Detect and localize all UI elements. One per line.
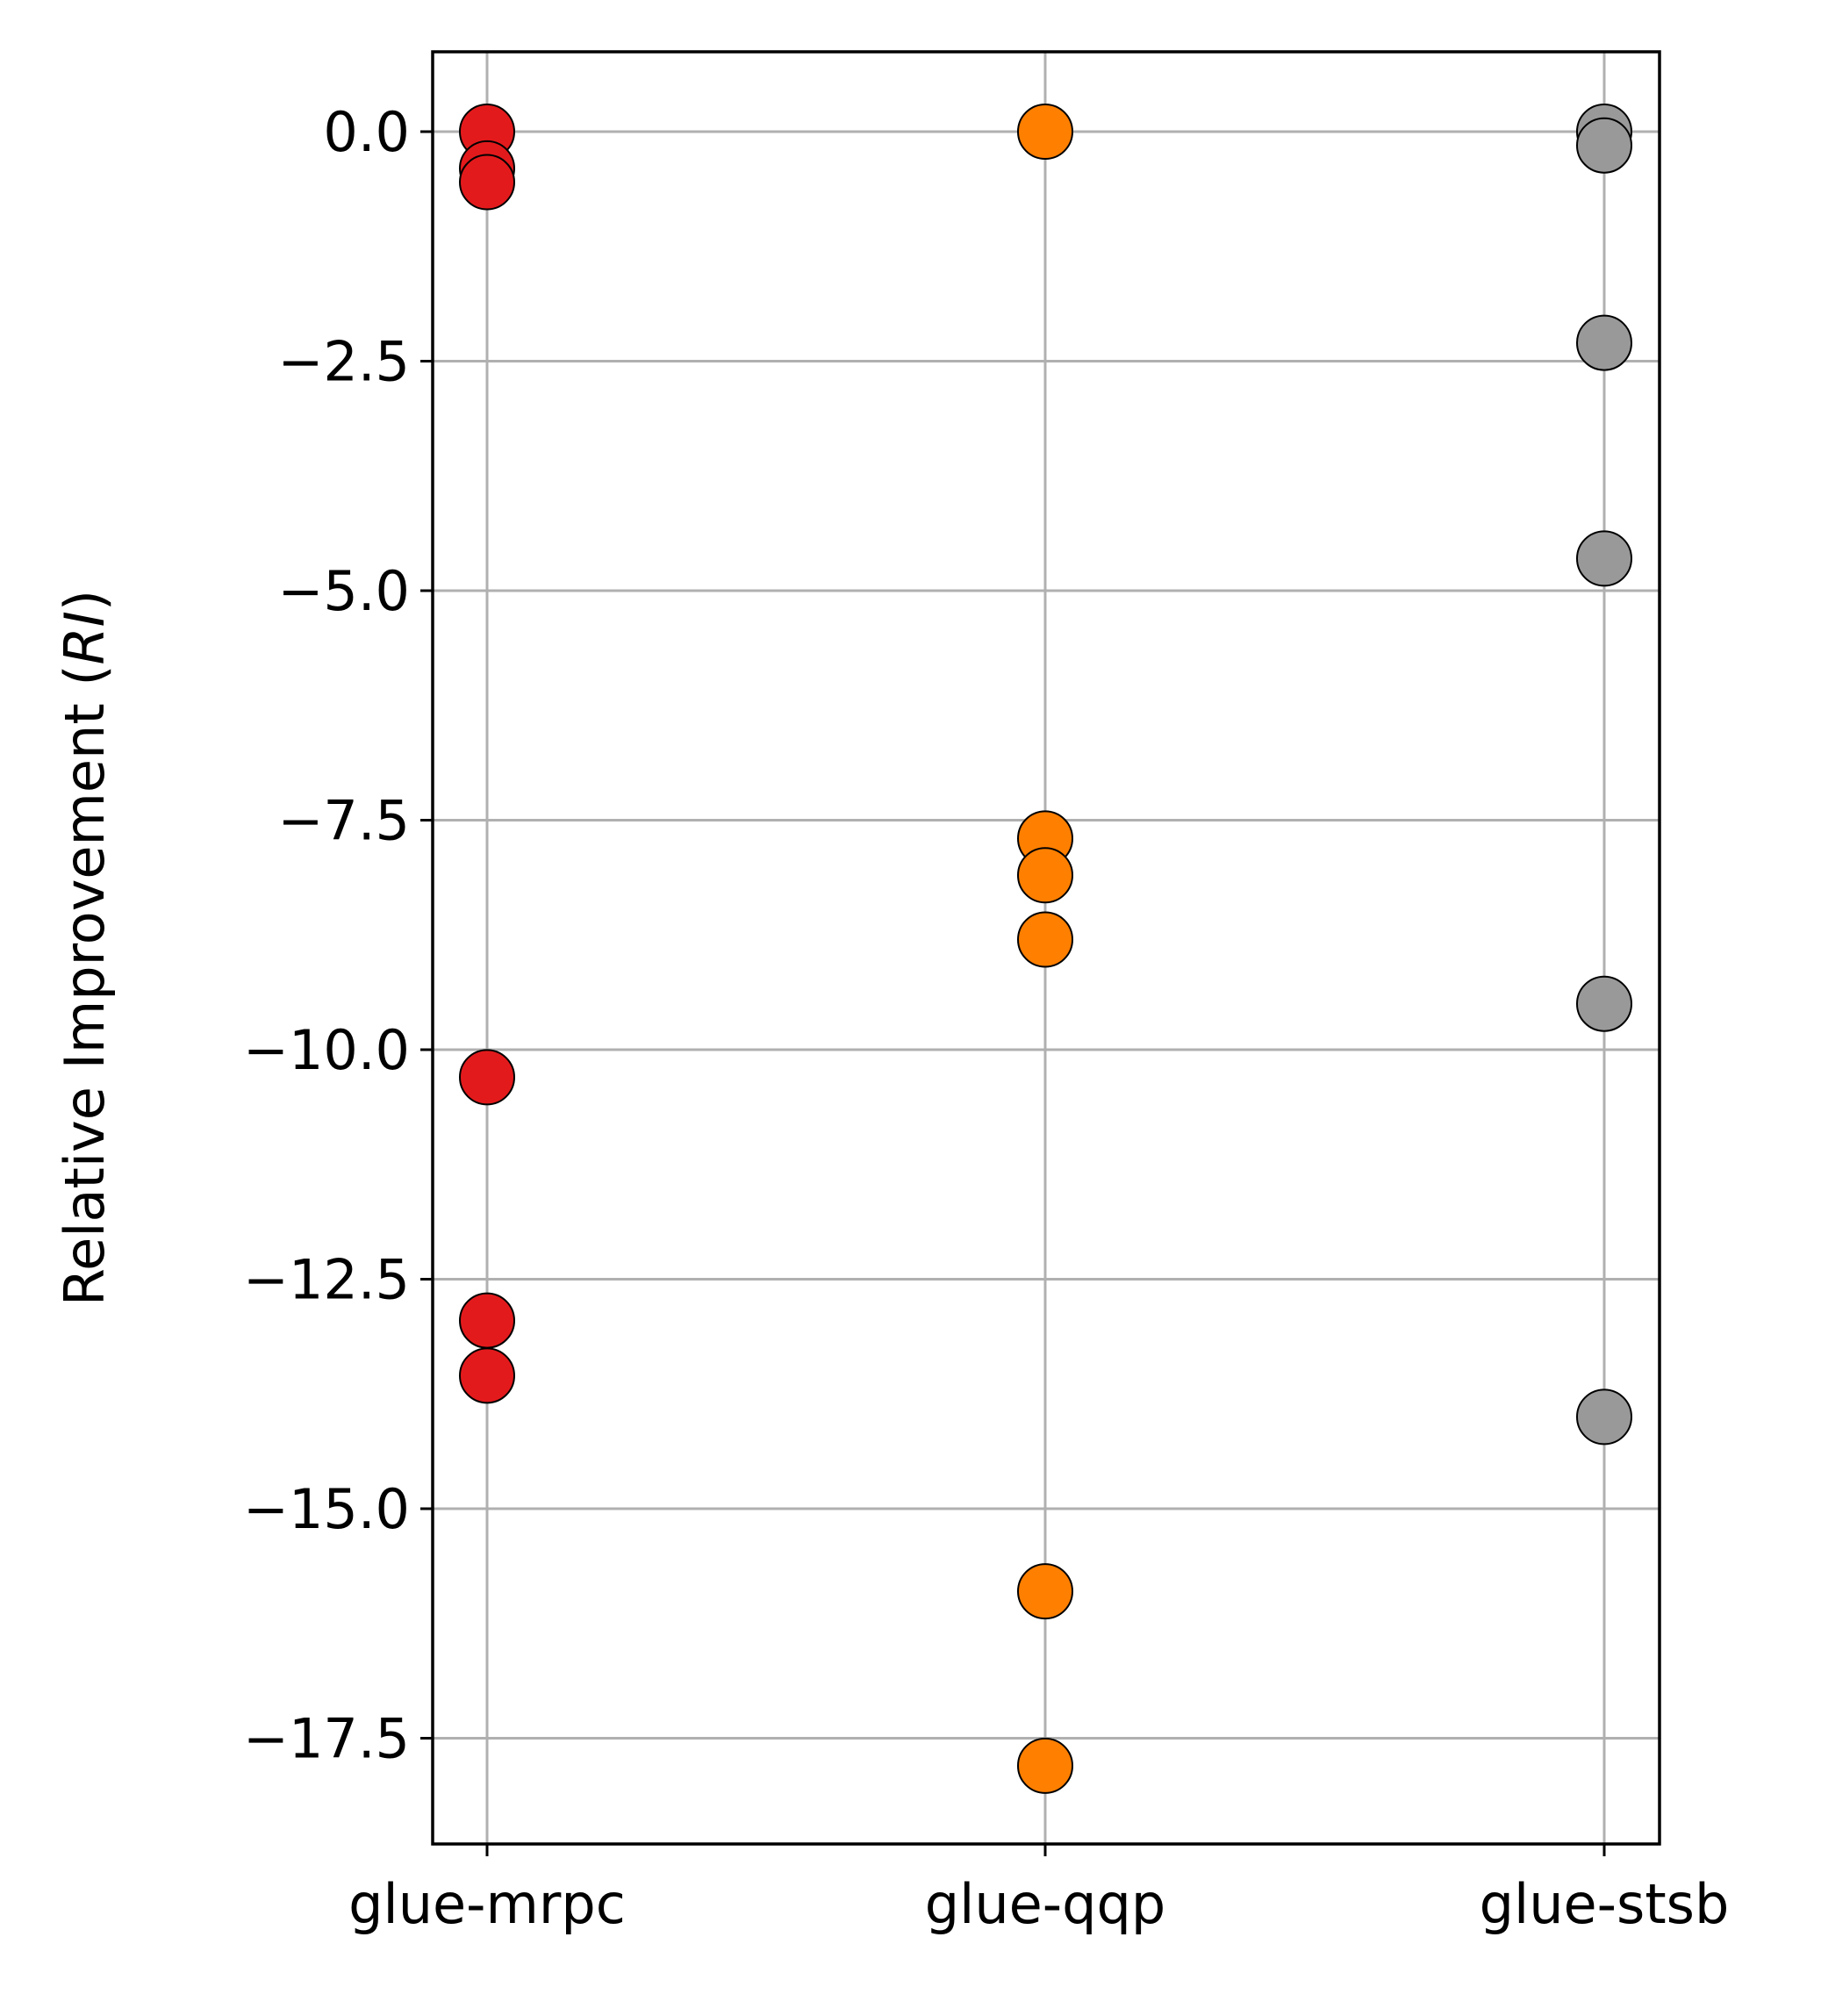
y-tick-label: −17.5 bbox=[243, 1707, 410, 1771]
x-tick-label: glue-qqp bbox=[925, 1872, 1165, 1936]
y-tick-label: −5.0 bbox=[277, 559, 410, 623]
data-point bbox=[1576, 530, 1632, 587]
data-point bbox=[459, 1292, 515, 1349]
plot-frame bbox=[431, 50, 1661, 1846]
y-axis-title-suffix: ) bbox=[53, 590, 117, 611]
y-axis: 0.0 −2.5 −5.0 −7.5 −10.0 −12.5 −15.0 −17.5 bbox=[243, 100, 433, 1771]
data-point bbox=[459, 1049, 515, 1106]
data-point bbox=[1576, 314, 1632, 371]
y-tick-label: −12.5 bbox=[243, 1248, 410, 1312]
y-axis-title-italic: RI bbox=[53, 611, 117, 664]
data-point bbox=[459, 154, 515, 211]
x-axis: glue-mrpc glue-qqp glue-stsb bbox=[348, 1844, 1729, 1936]
y-tick-label: −10.0 bbox=[243, 1018, 410, 1082]
data-point bbox=[1576, 1388, 1632, 1446]
data-point bbox=[1017, 847, 1073, 904]
data-point bbox=[1017, 1737, 1073, 1794]
data-point bbox=[1576, 975, 1632, 1032]
y-tick-label: −7.5 bbox=[277, 789, 410, 853]
data-point bbox=[1576, 117, 1632, 174]
y-axis-title: Relative Improvement (RI) bbox=[53, 590, 117, 1306]
y-tick-label: 0.0 bbox=[323, 100, 410, 164]
y-axis-title-prefix: Relative Improvement ( bbox=[53, 664, 117, 1306]
x-tick-label: glue-stsb bbox=[1480, 1872, 1730, 1936]
x-tick-label: glue-mrpc bbox=[348, 1872, 626, 1936]
data-point bbox=[1017, 911, 1073, 968]
data-point bbox=[1017, 104, 1073, 160]
data-point bbox=[1017, 1563, 1073, 1620]
data-points bbox=[459, 104, 1632, 1794]
data-point bbox=[459, 1347, 515, 1404]
y-tick-label: −15.0 bbox=[243, 1477, 410, 1541]
y-tick-label: −2.5 bbox=[277, 330, 410, 394]
